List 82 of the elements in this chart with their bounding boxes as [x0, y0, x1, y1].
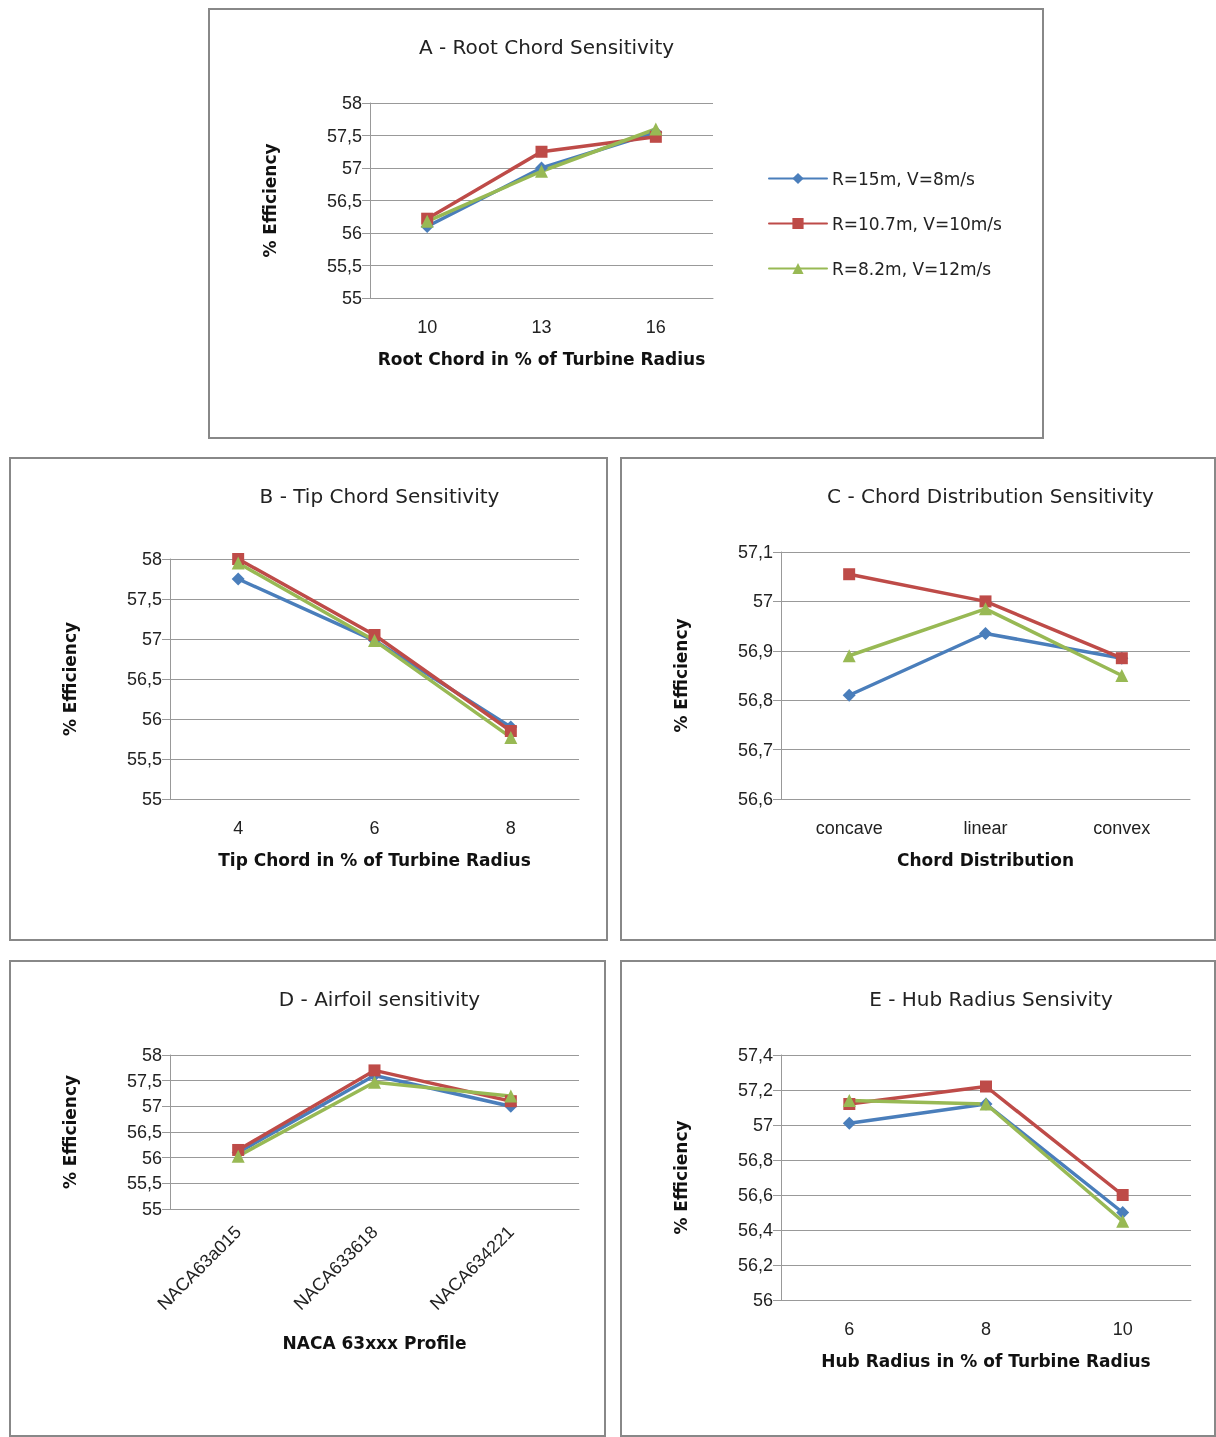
- legend-label: R=10.7m, V=10m/s: [832, 213, 1003, 234]
- y-tick-label: 56,6: [737, 789, 773, 809]
- x-tick-label: convex: [1093, 818, 1151, 838]
- y-tick-label: 56: [141, 1147, 162, 1168]
- y-tick-label: 56,5: [326, 190, 362, 211]
- point: [980, 1080, 992, 1093]
- y-tick-label: 56: [341, 223, 362, 243]
- point: [368, 1064, 381, 1077]
- y-tick-label: 57: [752, 1115, 773, 1135]
- legend-label: R=15m, V=8m/s: [832, 168, 976, 189]
- y-tick-label: 57,1: [737, 542, 773, 562]
- y-tick-label: 58: [341, 93, 362, 113]
- point: [504, 1089, 518, 1103]
- x-tick-label: linear: [963, 818, 1008, 838]
- y-tick-label: 57,5: [126, 1070, 162, 1091]
- point: [504, 730, 518, 744]
- point: [842, 1116, 856, 1130]
- y-axis-title: % Efficiency: [259, 143, 280, 258]
- y-axis-title: % Efficiency: [670, 618, 691, 733]
- y-tick-label: 57: [752, 591, 773, 612]
- y-tick-label: 56,7: [737, 739, 773, 760]
- point: [843, 568, 856, 581]
- chart-title: B - Tip Chord Sensitivity: [259, 484, 500, 508]
- legend-label: R=8.2m, V=12m/s: [832, 258, 992, 279]
- x-tick-label: 4: [233, 818, 244, 838]
- chart-title: A - Root Chord Sensitivity: [418, 35, 675, 59]
- x-axis-title: Root Chord in % of Turbine Radius: [377, 348, 706, 369]
- point: [368, 1075, 381, 1089]
- y-tick-label: 56: [141, 709, 162, 729]
- x-tick-label: 8: [980, 1319, 992, 1339]
- y-tick-label: 58: [141, 549, 162, 569]
- y-axis-title: % Efficiency: [59, 1074, 80, 1190]
- y-tick-label: 56,5: [126, 669, 162, 689]
- y-tick-label: 56,6: [737, 1185, 773, 1205]
- x-tick-label: 6: [844, 1319, 855, 1339]
- y-tick-label: 57,2: [737, 1080, 773, 1100]
- x-axis-title: Chord Distribution: [896, 849, 1075, 870]
- y-tick-label: 56,4: [737, 1220, 773, 1240]
- y-tick-label: 55,5: [326, 255, 362, 276]
- y-tick-label: 55,5: [126, 749, 162, 769]
- point: [979, 602, 992, 616]
- point: [842, 688, 856, 702]
- x-axis-title: NACA 63xxx Profile: [282, 1332, 467, 1353]
- y-axis-title: % Efficiency: [59, 621, 80, 737]
- y-tick-label: 57: [141, 1096, 162, 1117]
- point: [231, 556, 245, 570]
- y-tick-label: 57: [341, 158, 362, 178]
- y-tick-label: 56: [752, 1290, 773, 1310]
- y-tick-label: 55: [341, 288, 362, 308]
- y-tick-label: 56,5: [126, 1122, 162, 1142]
- point: [979, 627, 992, 641]
- y-tick-label: 55: [141, 789, 162, 809]
- y-tick-label: 55,5: [126, 1173, 162, 1194]
- point: [1116, 1189, 1129, 1201]
- y-tick-label: 58: [141, 1045, 162, 1065]
- x-tick-label: 10: [1112, 1319, 1133, 1339]
- y-tick-label: 57,4: [737, 1045, 773, 1065]
- x-tick-label: concave: [815, 818, 883, 838]
- x-tick-label: 8: [505, 818, 516, 838]
- chart-title: C - Chord Distribution Sensitivity: [827, 484, 1155, 508]
- chart-title: D - Airfoil sensitivity: [278, 987, 481, 1011]
- y-tick-label: 56,8: [737, 690, 773, 711]
- y-tick-label: 57,5: [326, 125, 362, 146]
- x-tick-label: 6: [369, 818, 380, 838]
- x-axis-title: Tip Chord in % of Turbine Radius: [218, 849, 531, 870]
- chart-title: E - Hub Radius Sensivity: [869, 987, 1113, 1011]
- x-tick-label: 16: [645, 317, 666, 337]
- y-tick-label: 55: [141, 1199, 162, 1219]
- y-tick-label: 56,8: [737, 1150, 773, 1170]
- x-tick-label: 13: [531, 317, 552, 337]
- point: [842, 649, 856, 663]
- y-tick-label: 56,9: [737, 640, 773, 661]
- y-tick-label: 56,2: [737, 1255, 773, 1275]
- point: [231, 572, 245, 586]
- point: [535, 145, 548, 158]
- x-axis-title: Hub Radius in % of Turbine Radius: [821, 1350, 1151, 1371]
- y-tick-label: 57,5: [126, 589, 162, 609]
- y-tick-label: 57: [141, 629, 162, 649]
- point: [1115, 669, 1129, 682]
- y-axis-title: % Efficiency: [670, 1120, 691, 1235]
- point: [979, 595, 992, 608]
- x-tick-label: 10: [417, 317, 438, 337]
